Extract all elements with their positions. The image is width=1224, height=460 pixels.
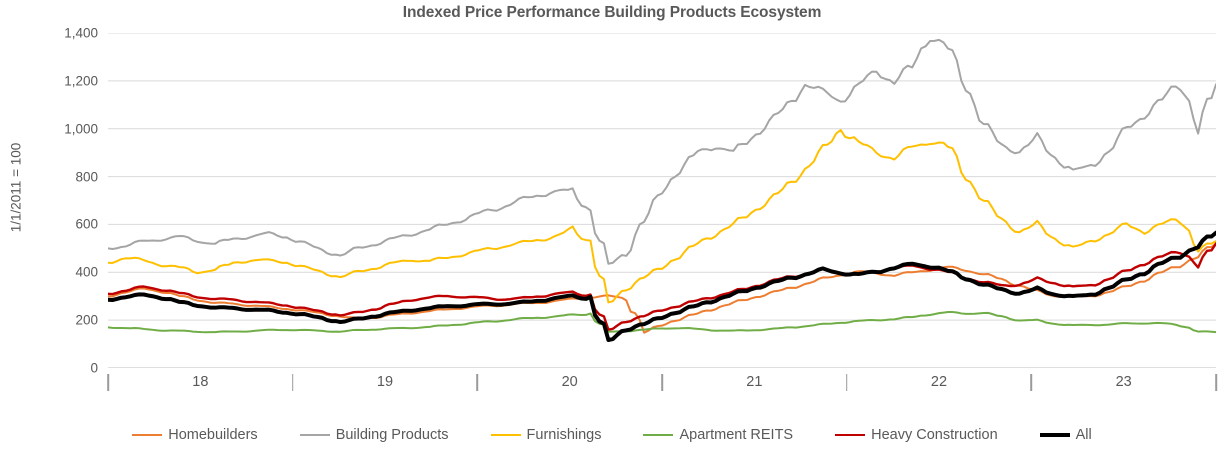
y-axis-title: 1/1/2011 = 100 xyxy=(8,142,24,233)
y-axis-tick-label: 1,400 xyxy=(64,25,98,41)
series-line xyxy=(108,38,1216,265)
legend-item[interactable]: Furnishings xyxy=(490,427,602,443)
x-axis-tick-separator xyxy=(661,374,663,391)
x-axis-tick-label: 18 xyxy=(192,374,209,390)
legend-item[interactable]: All xyxy=(1039,427,1092,443)
series-line xyxy=(108,230,1216,343)
y-axis-tick-label: 400 xyxy=(75,264,98,280)
legend-color-swatch xyxy=(490,434,521,436)
legend-label: Furnishings xyxy=(526,427,602,443)
x-axis-tick-separator xyxy=(476,374,479,391)
legend-color-swatch xyxy=(643,434,674,436)
legend-label: Heavy Construction xyxy=(871,427,998,443)
x-axis-tick-separator xyxy=(107,374,109,391)
x-axis: 18 19 20 21 22 23 xyxy=(107,368,1217,402)
y-axis-tick-label: 800 xyxy=(75,168,98,184)
chart-title: Indexed Price Performance Building Produ… xyxy=(402,4,822,21)
legend-color-swatch xyxy=(299,434,330,436)
x-axis-tick-label: 20 xyxy=(561,374,578,390)
legend-label: All xyxy=(1075,427,1092,443)
series-paths xyxy=(108,38,1216,343)
legend-label: Homebuilders xyxy=(168,427,258,443)
x-axis-tick-label: 19 xyxy=(376,374,394,390)
x-axis-tick-label: 22 xyxy=(930,374,948,390)
legend-item[interactable]: Heavy Construction xyxy=(835,427,998,443)
x-axis-tick-label: 23 xyxy=(1115,374,1132,390)
x-axis-tick-separator xyxy=(1215,374,1217,391)
legend-item[interactable]: Building Products xyxy=(299,427,449,443)
legend-color-swatch xyxy=(1039,433,1070,437)
y-axis-tick-label: 1,200 xyxy=(64,73,98,89)
x-axis-tick-separator xyxy=(845,374,848,391)
x-axis-tick-label: 21 xyxy=(746,374,763,390)
y-axis-tick-label: 0 xyxy=(90,360,98,376)
legend-color-swatch xyxy=(835,434,866,436)
legend-color-swatch xyxy=(132,434,163,436)
x-axis-tick-separator xyxy=(291,374,294,391)
y-axis-tick-label: 200 xyxy=(75,312,98,328)
legend-item[interactable]: Homebuilders xyxy=(132,427,258,443)
legend-label: Apartment REITS xyxy=(679,427,794,443)
series-line xyxy=(108,242,1216,331)
series-line xyxy=(108,129,1216,304)
series-plot xyxy=(108,33,1216,368)
y-axis-tick-label: 600 xyxy=(75,216,98,232)
plot-area xyxy=(108,33,1216,368)
x-axis-tick-separator xyxy=(1030,374,1033,391)
y-axis-tick-labels: 0 200 400 600 800 1,000 1,200 1,400 xyxy=(24,26,98,374)
legend-label: Building Products xyxy=(335,427,449,443)
legend-item[interactable]: Apartment REITS xyxy=(643,427,793,443)
chart-legend: Homebuilders Building Products Furnishings… xyxy=(0,418,1224,452)
series-line xyxy=(108,311,1216,334)
y-axis-tick-label: 1,000 xyxy=(64,120,98,136)
